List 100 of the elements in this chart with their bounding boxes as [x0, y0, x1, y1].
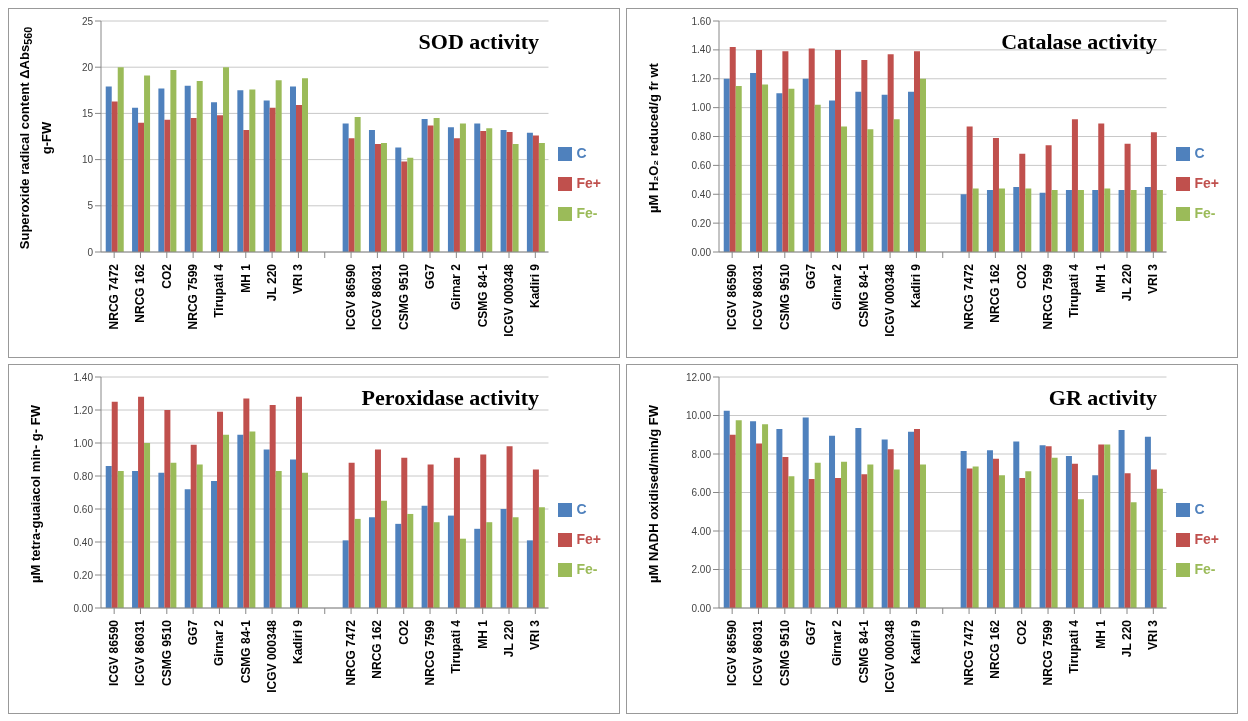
bar [368, 517, 375, 608]
x-tick-label: Tirupati 4 [1067, 619, 1082, 674]
bar [117, 67, 124, 252]
x-tick-label: MH 1 [1093, 263, 1108, 293]
bar [1130, 189, 1137, 252]
bar [920, 464, 926, 608]
legend-label: Fe- [576, 561, 598, 577]
bar [111, 401, 118, 608]
bar [348, 138, 355, 252]
x-tick-label: ICGV 86590 [344, 263, 359, 331]
bar [196, 464, 203, 608]
y-tick-label: 1.40 [691, 44, 712, 56]
y-tick-label: 0.20 [691, 217, 712, 229]
bar [861, 59, 868, 252]
bar [144, 443, 151, 608]
bar [1098, 123, 1105, 252]
x-tick-label: CSMG 84-1 [475, 263, 490, 328]
bar [1071, 119, 1078, 252]
x-tick-label: ICGV 86031 [370, 263, 385, 331]
bar [992, 137, 999, 252]
bar [855, 91, 862, 252]
bar [1025, 471, 1032, 608]
legend-label: C [1194, 501, 1205, 517]
legend-label: Fe+ [576, 175, 601, 191]
bar [1098, 444, 1105, 608]
x-tick-label: Girnar 2 [830, 619, 845, 667]
x-tick-label: VRI 3 [1146, 263, 1161, 295]
x-tick-label: NRCG 7472 [107, 263, 122, 330]
bar [735, 420, 742, 608]
bar [421, 118, 428, 252]
y-tick-label: 0.20 [73, 569, 94, 581]
bar [132, 471, 139, 608]
y-tick-label: 0.60 [73, 503, 94, 515]
bar [908, 431, 914, 608]
bar [762, 84, 769, 252]
bar [421, 505, 428, 608]
bar [290, 86, 296, 252]
legend-label: Fe+ [576, 531, 601, 547]
bar [223, 67, 230, 252]
y-tick-label: 20 [81, 61, 94, 73]
bar [1051, 189, 1058, 252]
y-axis-title: µM NADH oxidised/min/g FW [644, 403, 662, 585]
bar [526, 132, 533, 252]
bar [1144, 187, 1151, 252]
x-tick-label: ICGV 000348 [883, 619, 898, 693]
bar [138, 396, 145, 608]
x-tick-label: Tirupati 4 [1067, 263, 1082, 318]
x-tick-label: ICGV 000348 [502, 263, 516, 337]
x-tick-label: Girnar 2 [830, 263, 845, 311]
bar [861, 474, 868, 608]
x-tick-label: MH 1 [475, 619, 490, 649]
x-tick-label: ICGV 000348 [265, 619, 280, 693]
bar [512, 517, 519, 608]
bar [802, 78, 809, 252]
bar [302, 472, 308, 608]
x-tick-label: Kadiri 9 [909, 263, 924, 309]
chart-title: Peroxidase activity [361, 385, 539, 411]
x-tick-label: CSMG 9510 [777, 619, 792, 687]
bar [249, 89, 256, 252]
bar [729, 46, 736, 252]
y-tick-label: 6.00 [691, 487, 712, 499]
y-tick-label: 5 [87, 200, 94, 212]
y-tick-label: 1.60 [691, 15, 712, 27]
x-tick-label: Kadiri 9 [291, 619, 306, 665]
bar [302, 78, 308, 252]
bar [196, 81, 203, 252]
x-tick-label: ICGV 86031 [751, 263, 766, 331]
bar [453, 457, 460, 608]
bar [1071, 463, 1078, 608]
x-tick-label: CSMG 9510 [777, 263, 792, 331]
legend-label: Fe- [1194, 205, 1216, 221]
bar [459, 123, 466, 252]
x-tick-label: CO2 [159, 263, 174, 289]
bar [223, 434, 230, 608]
bar [893, 119, 900, 252]
bar [354, 518, 361, 608]
bar [1039, 192, 1046, 252]
bar [526, 540, 533, 608]
bar [374, 449, 381, 608]
x-tick-label: NRCG 7472 [344, 619, 359, 686]
bar [290, 459, 296, 608]
bar [960, 451, 967, 608]
bar [855, 428, 862, 608]
x-tick-label: NRCG 7472 [962, 263, 977, 330]
y-tick-label: 0.00 [73, 602, 94, 614]
bar [1045, 145, 1052, 252]
y-axis-title: µM H₂O₂ reduced/g fr wt [644, 61, 662, 215]
bar [1156, 488, 1163, 608]
bar [380, 500, 387, 608]
bar [881, 94, 888, 252]
bar [117, 471, 124, 608]
bar [782, 51, 789, 252]
bar [1118, 189, 1125, 252]
bar [211, 480, 218, 608]
bar [480, 130, 487, 252]
bar [992, 458, 999, 608]
legend-label: C [1194, 145, 1205, 161]
bar [887, 449, 894, 608]
bar [808, 48, 815, 252]
legend-label: Fe- [1194, 561, 1216, 577]
